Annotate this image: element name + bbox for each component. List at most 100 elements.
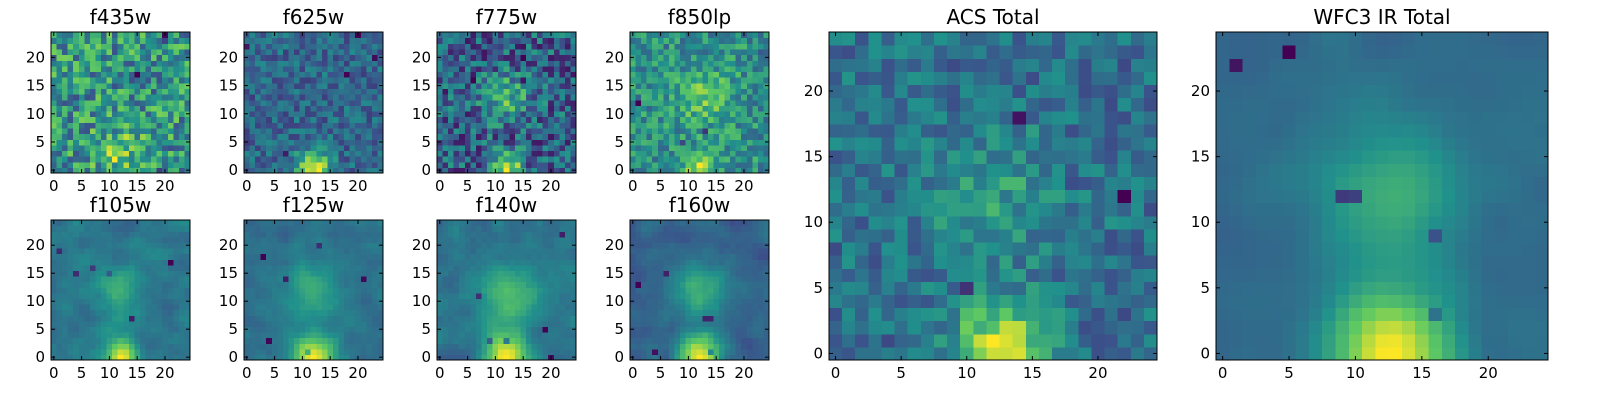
heatmap-cell [349,276,356,283]
heatmap-cell [685,156,692,163]
heatmap-cell [95,276,102,283]
heatmap-cell [344,253,351,260]
heatmap-cell [442,161,449,168]
heatmap-cell [680,122,687,129]
heatmap-cell [453,292,460,299]
heatmap-cell [746,354,753,361]
heatmap-cell [184,231,191,238]
heatmap-cell [139,343,147,350]
heatmap-cell [112,270,119,277]
heatmap-cell [652,276,659,283]
heatmap-cell [437,281,444,288]
heatmap-cell [89,348,97,355]
heatmap-cell [112,43,119,50]
heatmap-cell [355,304,362,311]
heatmap-cell [735,315,742,322]
heatmap-cell [641,60,648,67]
heatmap-cell [503,309,510,316]
heatmap-cell [453,287,460,294]
heatmap-cell [691,110,698,118]
heatmap-cell [338,65,345,73]
heatmap-cell [509,343,516,350]
heatmap-cell [271,281,278,288]
heatmap-cell [470,161,477,168]
heatmap-cell [559,231,566,238]
heatmap-cell [459,315,466,322]
heatmap-cell [151,264,158,271]
heatmap-cell [360,127,367,135]
heatmap-cell [514,88,521,95]
heatmap-cell [151,320,158,327]
heatmap-cell [310,94,317,101]
heatmap-cell [167,167,174,174]
heatmap-cell [299,133,306,140]
heatmap-cell [178,337,186,344]
heatmap-cell [564,287,572,294]
heatmap-cell [668,48,676,56]
heatmap-cell [459,82,466,89]
heatmap-cell [156,127,163,135]
heatmap-cell [668,156,676,163]
heatmap-cell [288,43,295,50]
heatmap-cell [51,264,58,271]
heatmap-cell [338,337,345,344]
heatmap-cell [492,144,499,152]
heatmap-cell [492,88,499,95]
heatmap-cell [151,242,158,249]
heatmap-cell [371,225,379,232]
heatmap-cell [151,139,158,146]
heatmap-cell [139,110,147,118]
heatmap-cell [525,65,533,73]
heatmap-cell [559,253,566,260]
heatmap-cell [470,127,477,135]
heatmap-cell [503,354,510,361]
heatmap-cell [271,116,278,123]
heatmap-cell [746,99,753,106]
heatmap-cell [145,337,152,344]
heatmap-cell [277,48,284,56]
heatmap-cell [56,43,63,50]
heatmap-cell [266,248,273,255]
heatmap-cell [106,122,113,129]
heatmap-cell [713,105,720,112]
heatmap-cell [630,304,637,311]
heatmap-cell [244,77,251,84]
heatmap-cell [652,309,659,316]
heatmap-cell [78,242,85,249]
heatmap-cell [299,264,306,271]
heatmap-cell [134,99,141,106]
heatmap-cell [713,281,720,288]
heatmap-cell [271,304,278,311]
heatmap-cell [62,60,69,67]
heatmap-cell [525,116,533,123]
heatmap-cell [249,122,256,129]
heatmap-cell [277,236,284,243]
heatmap-cell [73,220,80,227]
heatmap-cell [310,144,317,152]
heatmap-cell [492,54,499,61]
heatmap-cell [338,259,345,266]
heatmap-cell [266,264,273,271]
heatmap-cell [498,304,505,311]
heatmap-cell [288,37,295,44]
heatmap-cell [520,37,527,44]
heatmap-cell [112,105,119,112]
heatmap-cell [548,236,555,243]
heatmap-cell [128,110,135,118]
heatmap-cell [696,122,703,129]
heatmap-cell [718,337,726,344]
heatmap-cell [713,287,720,294]
heatmap-cell [128,315,135,322]
heatmap-cell [73,326,80,333]
heatmap-cell [344,248,351,255]
heatmap-cell [145,65,152,73]
heatmap-cell [310,225,317,232]
heatmap-cell [548,116,555,123]
heatmap-cell [321,122,328,129]
heatmap-cell [548,139,555,146]
heatmap-cell [156,133,163,140]
heatmap-cell [542,348,549,355]
heatmap-cell [316,48,323,56]
heatmap-cell [674,122,681,129]
heatmap-cell [366,88,373,95]
